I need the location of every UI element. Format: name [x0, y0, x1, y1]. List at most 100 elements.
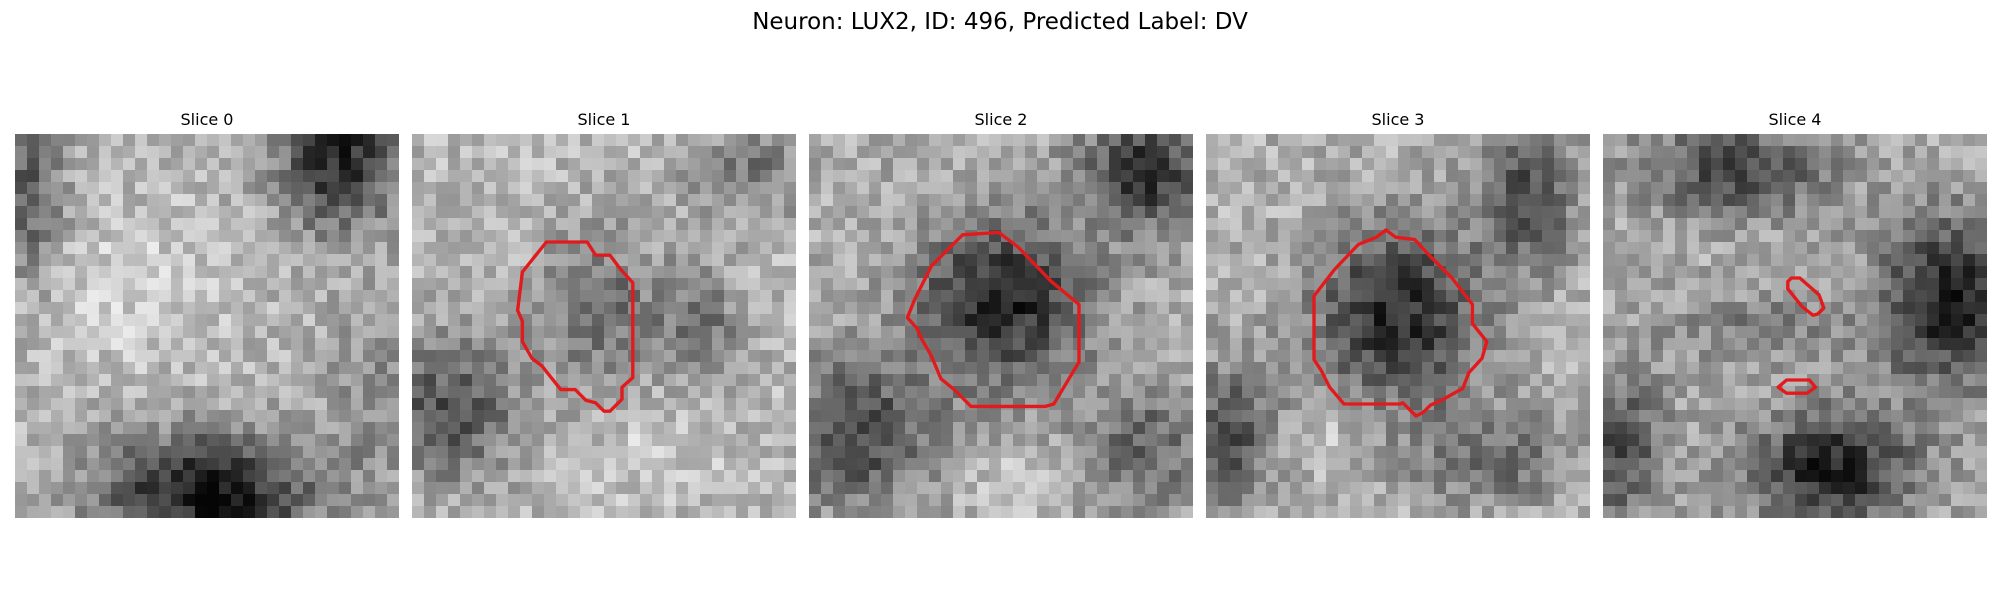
pixel [195, 326, 208, 339]
pixel [857, 182, 870, 195]
pixel [159, 374, 172, 387]
pixel [1206, 206, 1219, 219]
pixel [1049, 170, 1062, 183]
pixel [965, 410, 978, 423]
pixel [989, 470, 1002, 483]
pixel [652, 230, 665, 243]
pixel [544, 230, 557, 243]
pixel [688, 338, 701, 351]
pixel [1578, 326, 1590, 339]
pixel [1398, 302, 1411, 315]
pixel [1578, 446, 1590, 459]
pixel [267, 182, 280, 195]
pixel [1386, 446, 1399, 459]
pixel [99, 206, 112, 219]
pixel [1314, 158, 1327, 171]
pixel [748, 218, 761, 231]
pixel [760, 386, 773, 399]
pixel [905, 398, 918, 411]
pixel [1254, 398, 1267, 411]
pixel [279, 302, 292, 315]
pixel [1482, 146, 1495, 159]
pixel [845, 218, 858, 231]
pixel [1903, 410, 1916, 423]
pixel [1783, 194, 1796, 207]
pixel [784, 254, 796, 267]
pixel [1915, 398, 1928, 411]
pixel [1206, 482, 1219, 495]
pixel [1470, 494, 1483, 507]
pixel [363, 410, 376, 423]
pixel [63, 206, 76, 219]
pixel [255, 338, 268, 351]
pixel [303, 338, 316, 351]
pixel [664, 362, 677, 375]
pixel [1181, 506, 1193, 518]
pixel [1049, 458, 1062, 471]
pixel [1578, 182, 1590, 195]
pixel [1627, 374, 1640, 387]
pixel [15, 482, 28, 495]
pixel [279, 146, 292, 159]
pixel [363, 182, 376, 195]
pixel [231, 470, 244, 483]
pixel [676, 242, 689, 255]
pixel [1290, 134, 1303, 147]
pixel [989, 194, 1002, 207]
pixel [1482, 206, 1495, 219]
pixel [147, 134, 160, 147]
pixel [1867, 434, 1880, 447]
pixel [1145, 182, 1158, 195]
pixel [700, 146, 713, 159]
pixel [1001, 482, 1014, 495]
pixel [1915, 434, 1928, 447]
pixel [63, 326, 76, 339]
pixel [63, 350, 76, 363]
pixel [135, 398, 148, 411]
pixel [147, 194, 160, 207]
pixel [905, 506, 918, 518]
pixel [965, 182, 978, 195]
pixel [508, 398, 521, 411]
pixel [917, 422, 930, 435]
pixel [953, 482, 966, 495]
pixel [1963, 170, 1976, 183]
pixel [1037, 254, 1050, 267]
pixel [207, 158, 220, 171]
pixel [664, 350, 677, 363]
pixel [1927, 386, 1940, 399]
pixel [1627, 446, 1640, 459]
pixel [1326, 458, 1339, 471]
pixel [496, 134, 509, 147]
pixel [1218, 278, 1231, 291]
pixel [736, 134, 749, 147]
pixel [1218, 230, 1231, 243]
pixel [640, 194, 653, 207]
pixel [15, 326, 28, 339]
pixel [1554, 482, 1567, 495]
pixel [917, 374, 930, 387]
pixel [869, 350, 882, 363]
pixel [1061, 482, 1074, 495]
pixel [363, 386, 376, 399]
pixel [1530, 278, 1543, 291]
pixel [15, 170, 28, 183]
pixel [484, 446, 497, 459]
pixel [1795, 398, 1808, 411]
pixel [989, 326, 1002, 339]
pixel [1025, 350, 1038, 363]
pixel [123, 182, 136, 195]
pixel [929, 170, 942, 183]
pixel [1254, 146, 1267, 159]
pixel [1254, 170, 1267, 183]
pixel [424, 446, 437, 459]
pixel [941, 314, 954, 327]
pixel [1482, 326, 1495, 339]
pixel [1554, 470, 1567, 483]
pixel [1795, 362, 1808, 375]
pixel [1651, 230, 1664, 243]
pixel [676, 482, 689, 495]
pixel [63, 158, 76, 171]
pixel [1783, 350, 1796, 363]
pixel [1422, 170, 1435, 183]
